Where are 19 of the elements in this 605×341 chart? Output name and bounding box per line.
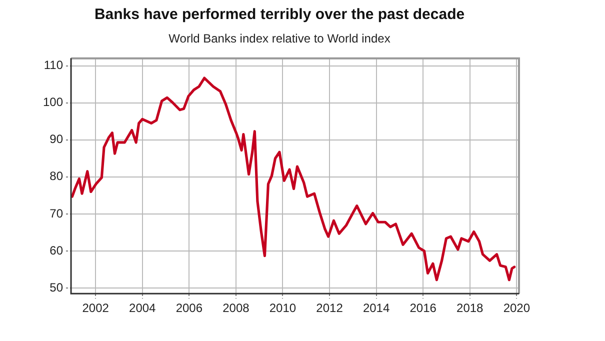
chart-subtitle: World Banks index relative to World index xyxy=(168,32,390,46)
x-tick-label: 2018 xyxy=(456,301,484,316)
x-tick-label: 2004 xyxy=(129,301,156,316)
x-tick-label: 2020 xyxy=(503,301,530,316)
y-tick-label: 80 xyxy=(50,169,64,184)
y-tick-label: 70 xyxy=(50,206,64,220)
y-tick-label: 90 xyxy=(50,132,64,146)
x-tick-label: 2002 xyxy=(82,301,110,316)
y-tick-label: 60 xyxy=(50,243,64,258)
x-tick-label: 2016 xyxy=(410,301,437,316)
y-tick-label: 50 xyxy=(50,280,64,294)
x-tick-label: 2006 xyxy=(176,301,203,316)
x-tick-label: 2014 xyxy=(362,301,390,316)
x-tick-label: 2012 xyxy=(316,301,344,316)
y-tick-label: 100 xyxy=(42,95,64,110)
x-tick-label: 2010 xyxy=(269,301,296,316)
y-tick-label: 110 xyxy=(44,58,64,72)
chart-title: Banks have performed terribly over the past decade xyxy=(94,6,465,24)
x-tick-label: 2008 xyxy=(222,301,250,316)
